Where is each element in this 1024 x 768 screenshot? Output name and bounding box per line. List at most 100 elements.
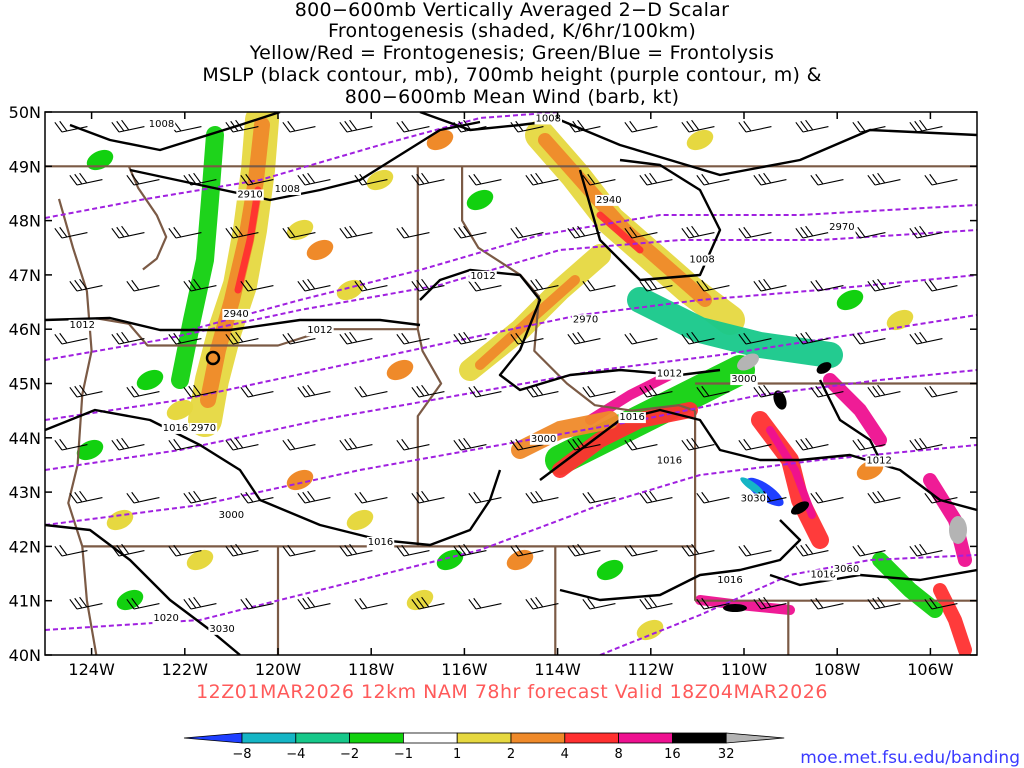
mslp-contour-6 xyxy=(45,408,502,547)
wind-barb xyxy=(453,437,487,451)
wind-barb-feather xyxy=(339,121,348,133)
wind-barb-feather xyxy=(401,120,410,132)
wind-barb xyxy=(411,490,445,504)
wind-barb-feather xyxy=(307,384,316,396)
wind-barb-feather xyxy=(639,386,648,398)
wind-barb xyxy=(738,120,772,133)
height-contour-5 xyxy=(45,369,977,526)
wind-barb-feather xyxy=(701,597,710,609)
wind-barb-feather xyxy=(696,280,705,292)
wind-barb xyxy=(282,226,316,239)
wind-barb-staff xyxy=(118,550,145,557)
wind-barb-feather xyxy=(810,174,819,186)
wind-barb-feather xyxy=(914,120,923,132)
wind-barb-staff xyxy=(190,285,217,292)
wind-barb-feather xyxy=(183,598,192,610)
wind-barb-feather xyxy=(629,226,638,238)
wind-barb-staff xyxy=(133,603,160,610)
wind-barb-feather xyxy=(307,278,316,290)
wind-barb-feather xyxy=(924,174,933,186)
wind-barb-feather xyxy=(743,332,752,344)
wind-barb-feather xyxy=(240,386,249,398)
wind-barb-feather xyxy=(577,119,586,131)
wind-barb-feather xyxy=(577,331,586,343)
wind-barb xyxy=(411,384,445,398)
wind-barb-staff xyxy=(703,285,730,292)
wind-barb-feather xyxy=(349,225,358,237)
wind-barb-feather xyxy=(401,544,410,556)
wind-barb xyxy=(183,278,217,292)
wind-barb-feather xyxy=(795,333,804,345)
wind-barb-feather xyxy=(582,386,591,398)
height-label-bg xyxy=(595,194,623,206)
wind-barb-staff xyxy=(118,126,145,133)
shade-ne-magenta xyxy=(823,373,887,447)
wind-barb-feather xyxy=(795,121,804,133)
wind-barb-feather xyxy=(629,120,638,132)
mslp-label-10: 1016 xyxy=(619,412,644,423)
wind-barb xyxy=(696,491,730,504)
wind-barb-feather xyxy=(421,490,430,502)
lat-label-41N: 41N xyxy=(9,592,41,611)
wind-barb-feather xyxy=(852,333,861,345)
wind-barb xyxy=(297,384,331,398)
wind-barb-staff xyxy=(118,444,145,451)
wind-barb-feather xyxy=(225,121,234,133)
wind-barb-staff xyxy=(532,603,559,610)
wind-barb-feather xyxy=(629,544,638,556)
wind-barb-feather xyxy=(111,439,120,451)
wind-barb-staff xyxy=(874,391,901,398)
wind-barb-feather xyxy=(800,438,809,450)
wind-barb-feather xyxy=(468,174,477,186)
wind-barb xyxy=(69,596,103,610)
wind-barb xyxy=(681,225,715,239)
wind-barb-staff xyxy=(247,603,274,610)
wind-barb xyxy=(681,119,715,133)
wind-barb xyxy=(681,331,715,345)
wind-barb-staff xyxy=(346,126,373,133)
wind-barb-feather xyxy=(535,172,544,184)
wind-barb-feather xyxy=(909,227,918,239)
shade-cell-9 xyxy=(346,509,374,531)
wind-barb xyxy=(795,119,829,133)
wind-barb-feather xyxy=(188,491,197,503)
shade-cell-22 xyxy=(366,169,394,191)
wind-barb-feather xyxy=(696,386,705,398)
colorbar-label: 4 xyxy=(561,747,569,762)
wind-barb xyxy=(69,384,103,398)
mslp-contour-8 xyxy=(559,519,802,602)
wind-barb-feather xyxy=(411,386,420,398)
wind-barb-staff xyxy=(688,338,715,345)
wind-barb-staff xyxy=(859,338,886,345)
wind-barb-feather xyxy=(872,491,881,503)
wind-barb-feather xyxy=(126,492,135,504)
wind-barb-feather xyxy=(738,439,747,451)
wind-barb-feather xyxy=(696,598,705,610)
wind-barb xyxy=(225,543,259,557)
wind-barb-staff xyxy=(289,232,316,239)
wind-barb-staff xyxy=(460,126,487,133)
wind-barb-staff xyxy=(589,391,616,398)
wind-barb-feather xyxy=(758,385,767,397)
mslp-label-3: 1008 xyxy=(689,255,714,266)
wind-barb-feather xyxy=(929,279,938,291)
wind-barb-feather xyxy=(909,333,918,345)
wind-barb-feather xyxy=(354,386,363,398)
wind-barb-feather xyxy=(877,490,886,502)
wind-barb xyxy=(111,225,145,239)
wind-barb-feather xyxy=(852,545,861,557)
wind-barb-feather xyxy=(530,279,539,291)
wind-barb-feather xyxy=(287,120,296,132)
wind-barb xyxy=(624,438,658,451)
wind-barb-feather xyxy=(111,121,120,133)
wind-barb-staff xyxy=(475,179,502,186)
wind-barb xyxy=(468,385,502,398)
colorbar: −8 −4 −2 −1 1 2 4 8 16 32 xyxy=(183,732,785,762)
wind-barb-feather xyxy=(639,174,648,186)
lat-label-44N: 44N xyxy=(9,429,41,448)
wind-barb-feather xyxy=(919,119,928,131)
mslp-label-bg xyxy=(716,574,744,586)
credit-link[interactable]: moe.met.fsu.edu/banding xyxy=(800,748,1020,768)
height-label-8: 3000 xyxy=(219,510,244,521)
wind-barb xyxy=(795,543,829,557)
